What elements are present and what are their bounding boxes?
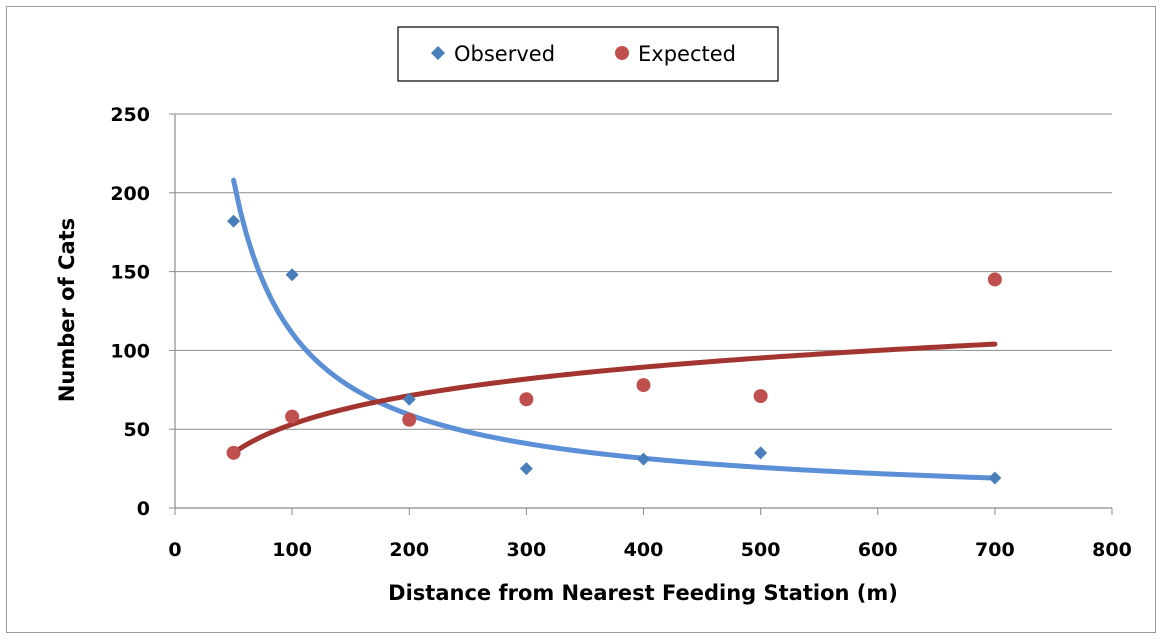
legend: Observed Expected: [397, 26, 779, 82]
chart-frame: [6, 6, 1156, 633]
x-tick-label: 600: [858, 539, 898, 561]
x-tick-label: 200: [389, 539, 429, 561]
point-observed: [754, 446, 768, 460]
x-axis-title: Distance from Nearest Feeding Station (m…: [388, 581, 898, 605]
x-tick-label: 800: [1092, 539, 1132, 561]
point-expected: [402, 412, 417, 427]
trendline-observed: [231, 177, 998, 481]
y-tick-label: 200: [110, 183, 150, 205]
point-expected: [987, 272, 1002, 287]
y-tick-label: 100: [110, 340, 150, 362]
point-observed: [285, 268, 299, 282]
x-tick-label: 0: [168, 539, 181, 561]
point-observed: [402, 392, 416, 406]
x-tick-label: 500: [741, 539, 781, 561]
y-tick-label: 0: [137, 498, 150, 520]
x-tick-label: 300: [507, 539, 547, 561]
y-axis-title: Number of Cats: [55, 218, 79, 402]
point-expected: [753, 389, 768, 404]
point-expected: [636, 378, 651, 393]
point-expected: [285, 409, 300, 424]
x-tick-label: 100: [272, 539, 312, 561]
y-tick-label: 150: [110, 262, 150, 284]
data-points: [226, 214, 1002, 485]
trendline-expected: [231, 341, 998, 456]
y-tick-label: 250: [110, 104, 150, 126]
point-expected: [226, 445, 241, 460]
gridlines: [175, 113, 1112, 430]
trendlines: [231, 177, 998, 481]
legend-expected-marker: [615, 46, 629, 60]
point-observed: [637, 452, 650, 466]
x-tick-label: 700: [975, 539, 1015, 561]
axes: [169, 113, 1113, 515]
y-tick-label: 50: [124, 419, 150, 441]
legend-expected-label: Expected: [638, 42, 736, 66]
point-observed: [227, 214, 241, 228]
point-expected: [519, 392, 534, 407]
x-tick-label: 400: [624, 539, 664, 561]
legend-observed-marker: [431, 46, 445, 60]
point-observed: [988, 471, 1002, 485]
legend-box: [397, 26, 779, 82]
tick-labels: 0 50 100 150 200 250 0 100 200 300 400 500 600 700 800: [110, 104, 1132, 561]
point-observed: [519, 462, 533, 476]
legend-observed-label: Observed: [454, 42, 555, 66]
